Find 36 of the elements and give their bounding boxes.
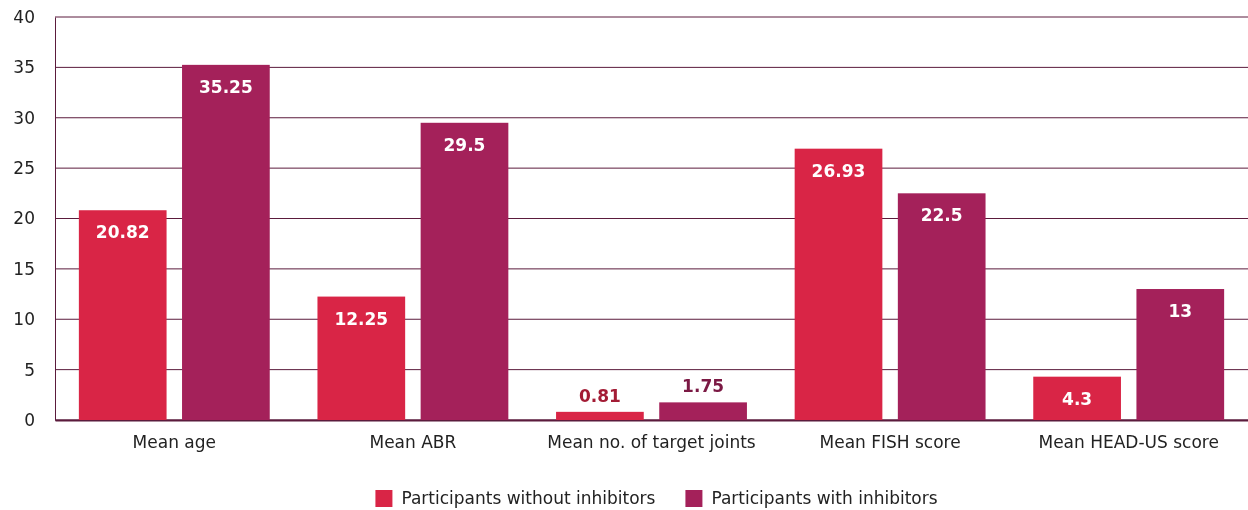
bar [1136,289,1225,420]
bar [420,122,509,420]
data-label: 35.25 [199,76,253,97]
y-tick-label: 0 [24,409,35,430]
bar [78,210,167,420]
legend-label: Participants with inhibitors [711,488,938,508]
bar [794,148,883,420]
data-label: 29.5 [443,134,486,155]
x-tick-label: Mean FISH score [819,432,961,453]
data-label: 26.93 [811,160,866,181]
bar [182,64,270,420]
data-label: 22.5 [920,205,963,226]
y-tick-label: 10 [13,309,35,330]
data-label: 0.81 [578,385,621,406]
data-label: 1.75 [682,376,725,397]
x-tick-label: Mean HEAD-US score [1038,432,1219,453]
legend-label: Participants without inhibitors [401,488,656,508]
bar [317,296,406,420]
bar [659,402,747,420]
data-label: 20.82 [95,222,150,243]
y-tick-label: 20 [13,208,35,229]
y-tick-label: 5 [24,359,35,380]
bar [556,411,644,420]
data-label: 4.3 [1062,388,1093,409]
x-tick-label: Mean ABR [369,432,457,453]
x-tick-label: Mean no. of target joints [547,432,756,453]
bar [1033,376,1121,420]
y-tick-label: 35 [13,57,35,78]
x-tick-label: Mean age [132,432,216,453]
y-tick-label: 25 [13,158,35,179]
bar [897,193,986,420]
data-label: 12.25 [334,308,389,329]
y-tick-label: 30 [13,107,35,128]
y-tick-label: 15 [13,258,35,279]
y-tick-label: 40 [13,6,35,27]
data-label: 13 [1168,301,1193,322]
